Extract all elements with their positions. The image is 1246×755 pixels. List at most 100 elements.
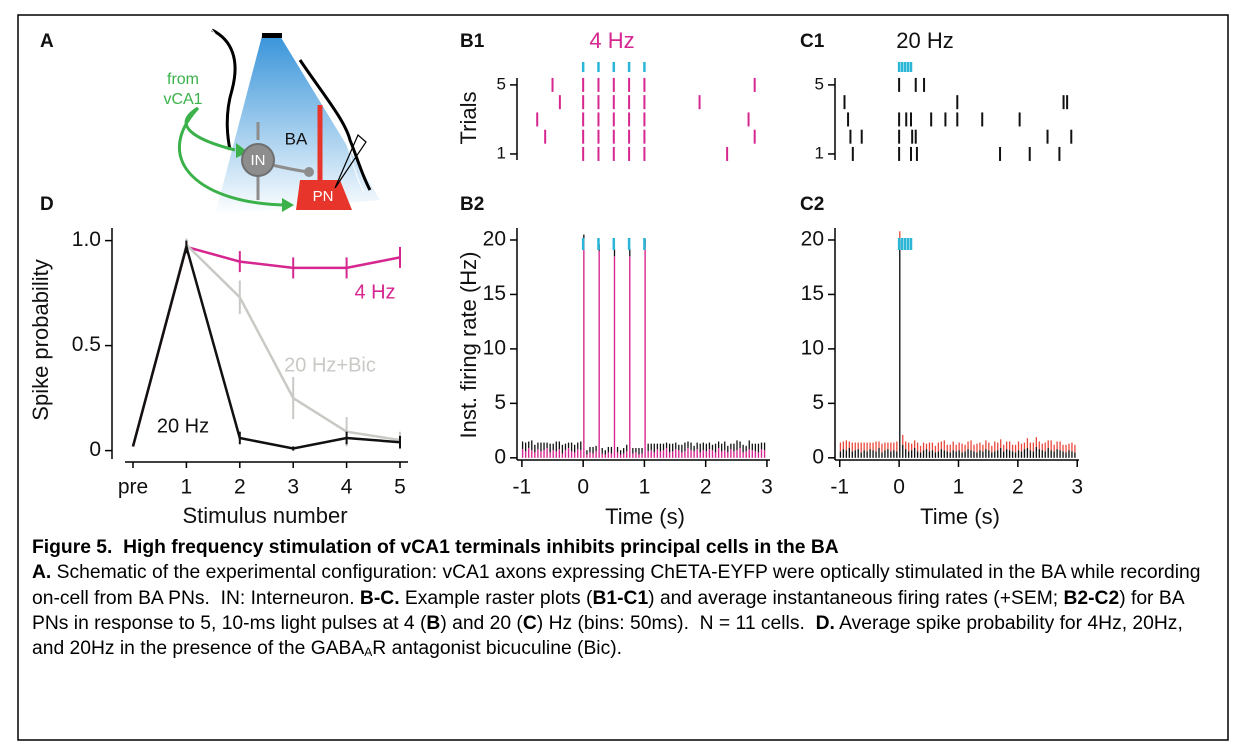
bar xyxy=(937,451,940,458)
bar xyxy=(739,448,741,458)
caption-text: Average spike probability for 4Hz, 20Hz,… xyxy=(32,612,1189,660)
bar xyxy=(928,451,931,458)
panel-label: C1 xyxy=(800,31,825,52)
y-tick-label: 5 xyxy=(494,391,506,414)
principal-label: PN xyxy=(313,188,334,205)
bar xyxy=(705,451,708,458)
y-tick-label: 0 xyxy=(89,438,101,461)
bar xyxy=(626,451,628,458)
x-tick-label: -1 xyxy=(513,476,532,499)
bar xyxy=(711,450,714,458)
caption-text: B xyxy=(426,612,441,634)
y-tick-label: 15 xyxy=(483,282,506,305)
caption-text: Schematic of the experimental configurat… xyxy=(32,562,1206,609)
bar xyxy=(567,448,570,458)
bar xyxy=(1050,450,1052,458)
y-axis-label: Inst. firing rate (Hz) xyxy=(456,251,481,438)
bar xyxy=(943,450,945,458)
bar xyxy=(1023,449,1026,458)
bar xyxy=(754,451,757,458)
bar xyxy=(699,452,701,458)
bar xyxy=(1029,450,1032,458)
series-label: 4 Hz xyxy=(354,281,395,303)
bar xyxy=(665,448,668,458)
bar xyxy=(653,452,655,458)
axon xyxy=(184,106,236,152)
bar xyxy=(684,451,686,458)
x-tick-label: 1 xyxy=(639,476,651,499)
y-tick-label: 20 xyxy=(801,228,824,251)
bar xyxy=(659,451,662,458)
bar xyxy=(619,454,622,458)
bar xyxy=(893,450,895,458)
caption-text: C xyxy=(522,612,537,634)
bar xyxy=(1011,451,1014,458)
electrode xyxy=(334,134,367,189)
bar xyxy=(730,449,732,458)
principal-neuron xyxy=(296,180,352,210)
bar xyxy=(629,256,631,458)
x-tick-label: 0 xyxy=(893,476,905,499)
tissue-line xyxy=(211,28,237,151)
bar xyxy=(549,452,551,458)
bar xyxy=(656,449,659,458)
panel-label: C2 xyxy=(800,194,824,215)
bar xyxy=(982,451,984,458)
caption-text: A. xyxy=(32,562,52,584)
bar xyxy=(570,451,573,458)
bar xyxy=(616,452,619,458)
bar xyxy=(610,453,613,458)
y-tick-label: 5 xyxy=(815,74,824,93)
series-label: 20 Hz xyxy=(157,415,209,437)
caption-text: R antagonist bicuculine (Bic). xyxy=(372,638,623,660)
input-label: from xyxy=(167,71,199,88)
bar xyxy=(1035,446,1037,458)
caption-title: Figure 5. High frequency stimulation of … xyxy=(32,537,839,558)
bar xyxy=(524,451,527,458)
bar xyxy=(757,452,760,458)
bar xyxy=(650,450,652,458)
bar xyxy=(946,451,948,458)
bar xyxy=(949,452,951,458)
y-tick-label: 15 xyxy=(801,282,824,305)
y-tick-label: 0.5 xyxy=(72,333,101,356)
bar xyxy=(902,444,904,458)
bar xyxy=(543,450,545,458)
bar xyxy=(763,450,766,458)
x-tick-label: 1 xyxy=(953,476,965,499)
bar xyxy=(724,450,726,458)
region-label: BA xyxy=(285,129,308,148)
figure-border xyxy=(17,14,1229,741)
bar xyxy=(1000,448,1002,458)
bar xyxy=(604,454,606,458)
bar xyxy=(546,448,548,458)
synapse xyxy=(282,198,294,212)
panel-label: B2 xyxy=(460,194,484,215)
caption-text: Example raster plots ( xyxy=(399,587,593,609)
bar xyxy=(1059,450,1061,458)
bar xyxy=(647,451,649,458)
axon xyxy=(177,106,291,207)
bar xyxy=(869,449,871,458)
tissue-line xyxy=(211,29,226,141)
bar xyxy=(958,450,960,458)
y-tick-label: 5 xyxy=(812,391,824,414)
x-tick-label: 4 xyxy=(341,476,353,499)
tissue-line xyxy=(295,59,365,193)
bar xyxy=(967,449,969,458)
bar xyxy=(1005,449,1008,458)
x-tick-label: 2 xyxy=(234,476,246,499)
bar xyxy=(922,450,925,458)
bar xyxy=(839,451,842,458)
bar xyxy=(693,451,695,458)
bar xyxy=(678,450,680,458)
bar xyxy=(702,450,704,458)
x-tick-label: 2 xyxy=(700,476,712,499)
bar xyxy=(994,451,996,458)
bar xyxy=(991,452,993,458)
bar xyxy=(875,451,877,458)
bar xyxy=(760,449,763,458)
x-tick-label: 3 xyxy=(287,476,299,499)
bar xyxy=(534,452,536,458)
